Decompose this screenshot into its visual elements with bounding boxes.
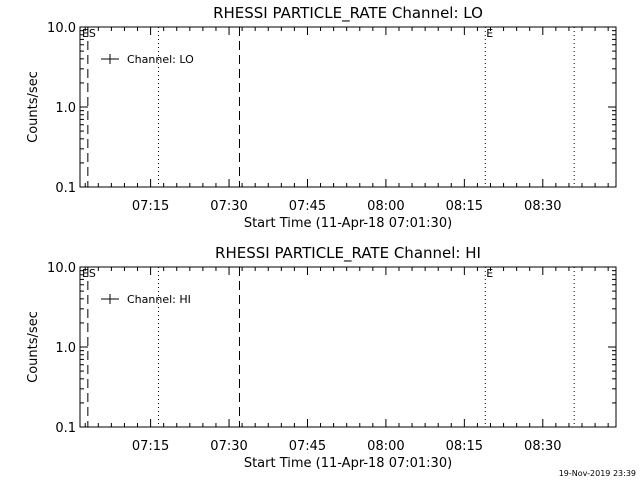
y-tick-label: 10.0 <box>47 21 76 36</box>
marker-flag: E <box>486 27 493 40</box>
legend-label: Channel: HI <box>127 293 191 306</box>
y-axis-label: Counts/sec <box>26 71 41 143</box>
x-tick-label: 07:45 <box>289 439 326 454</box>
chart-panel: RHESSI PARTICLE_RATE Channel: LO Start Ti… <box>26 4 617 231</box>
y-tick-label: 0.1 <box>55 181 76 196</box>
marker-flag: S <box>89 27 96 40</box>
x-tick-label: 07:30 <box>210 439 247 454</box>
marker-flag: E <box>486 267 493 280</box>
marker-flag: S <box>89 267 96 280</box>
chart-panel: RHESSI PARTICLE_RATE Channel: HI Start Ti… <box>26 244 617 471</box>
x-tick-label: 07:15 <box>132 199 169 214</box>
x-tick-label: 07:45 <box>289 199 326 214</box>
legend-label: Channel: LO <box>127 53 194 66</box>
x-tick-label: 07:30 <box>210 199 247 214</box>
chart-title: RHESSI PARTICLE_RATE Channel: LO <box>213 4 483 23</box>
y-axis-label: Counts/sec <box>26 311 41 383</box>
y-tick-label: 0.1 <box>55 421 76 436</box>
x-tick-label: 08:30 <box>524 199 561 214</box>
y-tick-label: 10.0 <box>47 261 76 276</box>
chart-title: RHESSI PARTICLE_RATE Channel: HI <box>215 244 481 263</box>
corner-flag: E <box>82 267 89 280</box>
x-tick-label: 08:30 <box>524 439 561 454</box>
x-axis-label: Start Time (11-Apr-18 07:01:30) <box>244 456 452 471</box>
plot-frame <box>79 266 617 428</box>
y-tick-label: 1.0 <box>55 341 76 356</box>
x-axis-label: Start Time (11-Apr-18 07:01:30) <box>244 216 452 231</box>
plot-frame <box>79 26 617 188</box>
x-tick-label: 08:00 <box>367 439 404 454</box>
corner-flag: E <box>82 27 89 40</box>
y-tick-label: 1.0 <box>55 101 76 116</box>
x-tick-label: 08:15 <box>446 439 483 454</box>
x-tick-label: 07:15 <box>132 439 169 454</box>
footer-timestamp: 19-Nov-2019 23:39 <box>559 469 636 478</box>
x-tick-label: 08:15 <box>446 199 483 214</box>
x-tick-label: 08:00 <box>367 199 404 214</box>
